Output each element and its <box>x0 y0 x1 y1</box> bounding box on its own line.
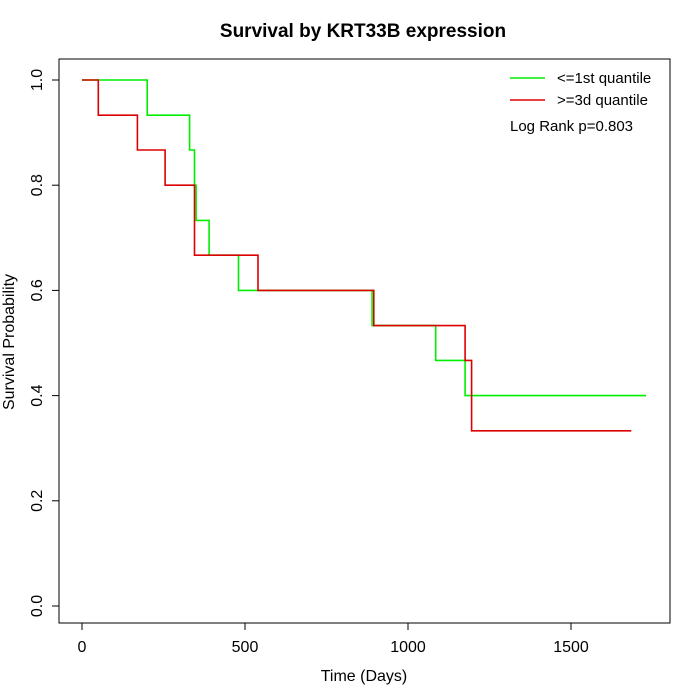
chart-title: Survival by KRT33B expression <box>220 21 506 42</box>
legend-label-high-quantile: >=3d quantile <box>557 92 648 109</box>
y-tick-label: 0.8 <box>29 174 46 196</box>
x-tick-label: 500 <box>232 639 259 656</box>
y-tick-label: 0.4 <box>29 384 46 406</box>
x-tick-label: 1000 <box>390 639 426 656</box>
y-axis: 0.0 0.2 0.4 0.6 0.8 1.0 <box>29 69 60 617</box>
survival-curve-high-quantile <box>82 79 632 432</box>
y-tick-label: 0.2 <box>29 490 46 512</box>
survival-curves <box>82 79 646 432</box>
legend: <=1st quantile >=3d quantile Log Rank p=… <box>510 70 651 135</box>
legend-label-low-quantile: <=1st quantile <box>557 70 651 87</box>
y-axis-label: Survival Probability <box>1 274 18 410</box>
x-axis: 0 500 1000 1500 <box>78 622 589 656</box>
y-tick-label: 0.0 <box>29 595 46 617</box>
survival-curve-low-quantile <box>82 79 646 397</box>
y-tick-label: 0.6 <box>29 279 46 301</box>
logrank-annotation: Log Rank p=0.803 <box>510 118 633 135</box>
y-tick-label: 1.0 <box>29 69 46 91</box>
x-tick-label: 0 <box>78 639 87 656</box>
plot-frame <box>58 58 671 624</box>
x-axis-label: Time (Days) <box>321 668 408 685</box>
x-tick-label: 1500 <box>553 639 589 656</box>
